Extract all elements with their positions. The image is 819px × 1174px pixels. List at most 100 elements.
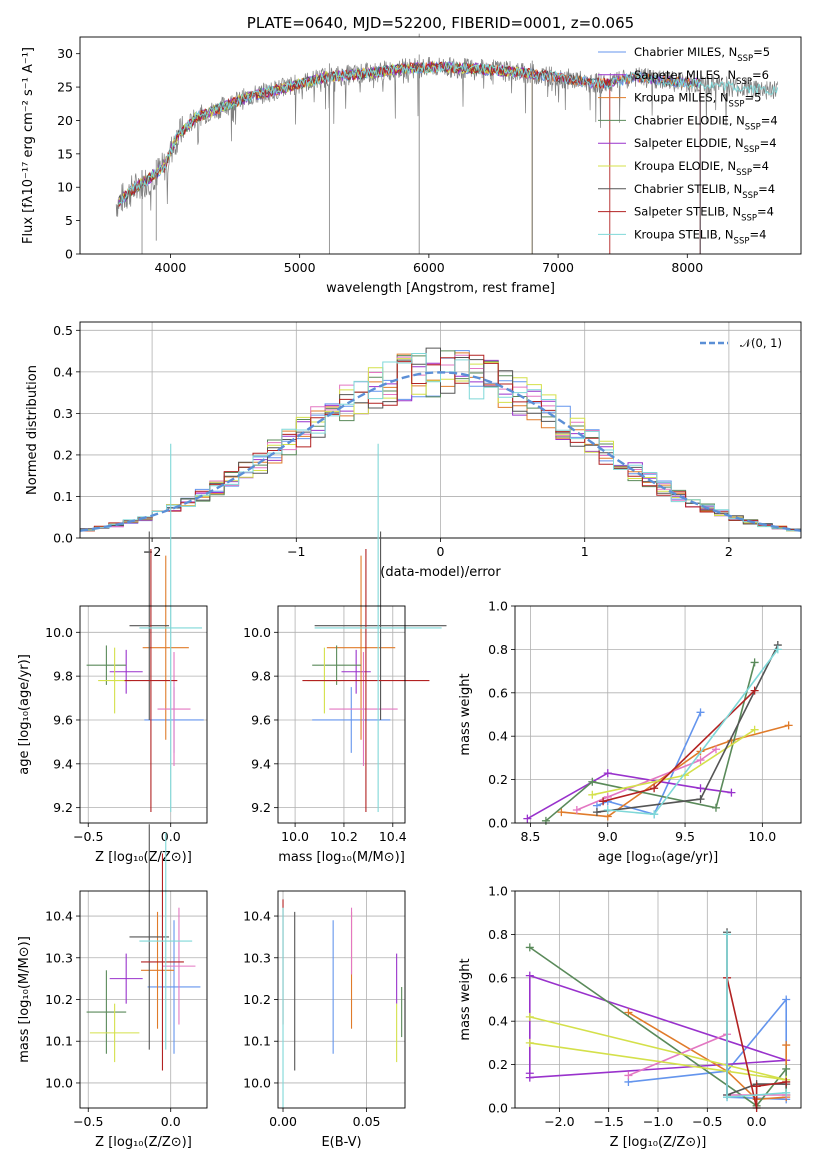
- legend-suffix-2: =5: [744, 91, 761, 105]
- x-tick-label: 5000: [284, 260, 316, 275]
- x-tick-label: 0.05: [353, 1114, 381, 1129]
- model-line-0: [118, 61, 701, 254]
- weight-marker-4: [711, 745, 720, 754]
- mass-vs-extinction-panel: 0.00 0.05 10.0 10.1 10.2 10.3 10.4 E(B-V): [243, 890, 406, 1150]
- weight-marker-6: [696, 795, 705, 804]
- legend-sub-0: SSP: [737, 54, 753, 64]
- x-tick-label: −0.5: [73, 829, 103, 844]
- x-tick-label: 4000: [155, 260, 187, 275]
- weight-marker-8: [650, 810, 659, 819]
- legend-label: 𝒩(0, 1): [740, 336, 782, 350]
- x-tick-label: −0.5: [692, 1114, 722, 1129]
- y-tick-label: 9.8: [251, 669, 271, 684]
- age-vs-mass-panel: 10.0 10.2 10.4 9.2 9.4 9.6 9.8 10.0 mass [log₁₀(…: [243, 443, 447, 865]
- y-tick-label: 0.2: [488, 772, 508, 787]
- residual-histogram-panel: −2 −1 0 1 2 0.0 0.1 0.2 0.3 0.4 0.5 (data-model)/er…: [25, 321, 802, 580]
- axes-frame: [514, 605, 802, 824]
- y-tick-label: 0.4: [488, 729, 508, 744]
- y-tick-label: 10.3: [243, 950, 271, 965]
- y-tick-label: 9.8: [53, 669, 73, 684]
- weight-marker-1: [727, 788, 736, 797]
- y-tick-label: 0.2: [53, 447, 73, 462]
- y-tick-label: 0.6: [488, 685, 508, 700]
- weight-marker-2: [557, 808, 566, 817]
- legend-suffix-6: =4: [758, 182, 775, 196]
- x-axis-label: Z [log₁₀(Z/Z⊙)]: [95, 1135, 192, 1150]
- y-tick-label: 0.0: [53, 531, 73, 546]
- weight-marker-1: [603, 769, 612, 778]
- y-tick-label: 0.2: [488, 1057, 508, 1072]
- y-axis-label: age [log₁₀(age/yr)]: [17, 654, 32, 775]
- legend-sub-5: SSP: [736, 168, 752, 178]
- weight-marker-7: [752, 1082, 761, 1091]
- y-tick-label: 10.0: [45, 1075, 73, 1090]
- weight-marker-7: [650, 784, 659, 793]
- y-tick-label: 0.8: [488, 927, 508, 942]
- x-tick-label: 8000: [671, 260, 703, 275]
- y-tick-label: 30: [57, 46, 73, 61]
- y-tick-label: 0.0: [488, 816, 508, 831]
- weight-marker-7: [750, 686, 759, 695]
- legend-suffix-7: =4: [757, 205, 774, 219]
- weight-marker-6: [592, 808, 601, 817]
- x-tick-label: 2: [725, 544, 733, 559]
- weight-marker-3: [711, 803, 720, 812]
- y-tick-label: 10.1: [45, 1034, 73, 1049]
- y-tick-label: 0.5: [53, 323, 73, 338]
- weight-line-6: [596, 644, 779, 813]
- weight-marker-8: [723, 1093, 732, 1102]
- legend-sub-3: SSP: [745, 122, 761, 132]
- legend-suffix-1: =6: [752, 68, 769, 82]
- weight-marker-8: [782, 1088, 791, 1097]
- weight-marker-1: [525, 971, 534, 980]
- legend-suffix-3: =4: [761, 113, 778, 127]
- legend-suffix-8: =4: [749, 227, 766, 241]
- weight-line-7: [726, 977, 787, 1109]
- y-tick-label: 10.0: [45, 625, 73, 640]
- weight-marker-8: [603, 805, 612, 814]
- weight-marker-3: [588, 777, 597, 786]
- weight-marker-1: [525, 1069, 534, 1078]
- weight-marker-8: [773, 645, 782, 654]
- x-tick-label: 10.4: [379, 829, 407, 844]
- weight-line-3: [545, 662, 756, 822]
- x-tick-label: −1.0: [643, 1114, 673, 1129]
- y-axis-label: Flux [fλ10⁻¹⁷ erg cm⁻² s⁻¹ A⁻¹]: [21, 47, 36, 244]
- y-tick-label: 0.3: [53, 406, 73, 421]
- model-line-6: [118, 62, 701, 254]
- x-tick-label: 9.5: [675, 829, 695, 844]
- mass-weight-vs-metallicity-panel: −2.0 −1.5 −1.0 −0.5 0.0 0.0 0.2 0.4 0.6 0.8 1.0 Z […: [458, 884, 802, 1150]
- weight-marker-5: [588, 790, 597, 799]
- y-tick-label: 10.4: [45, 909, 73, 924]
- chart-title: PLATE=0640, MJD=52200, FIBERID=0001, z=0…: [247, 14, 634, 32]
- weight-marker-5: [525, 1038, 534, 1047]
- x-tick-label: −1.5: [594, 1114, 624, 1129]
- weight-marker-3: [525, 943, 534, 952]
- weight-marker-4: [696, 756, 705, 765]
- y-tick-label: 9.2: [53, 800, 73, 815]
- axes-frame: [514, 890, 802, 1109]
- legend-sub-6: SSP: [742, 191, 758, 201]
- x-axis-label: age [log₁₀(age/yr)]: [598, 850, 719, 865]
- legend-sub-1: SSP: [736, 77, 752, 87]
- mass-weight-vs-age-panel: 8.5 9.0 9.5 10.0 0.0 0.2 0.4 0.6 0.8 1.0 age [log₁…: [458, 599, 802, 865]
- x-tick-label: 7000: [542, 260, 574, 275]
- x-axis-label: (data-model)/error: [380, 565, 501, 580]
- legend-label-7: Salpeter STELIB, NSSP=4: [634, 205, 774, 224]
- weight-marker-7: [599, 797, 608, 806]
- weight-marker-4: [572, 805, 581, 814]
- y-tick-label: 0.8: [488, 642, 508, 657]
- y-tick-label: 10.2: [45, 992, 73, 1007]
- legend-sub-7: SSP: [741, 214, 757, 224]
- x-tick-label: −0.5: [73, 1114, 103, 1129]
- y-axis-label: mass weight: [458, 673, 473, 755]
- weight-line-1: [529, 974, 787, 1079]
- normal-reference-curve: [79, 371, 802, 532]
- y-tick-label: 10.0: [243, 625, 271, 640]
- x-tick-label: −2: [143, 544, 161, 559]
- axes-frame: [79, 890, 208, 1109]
- y-tick-label: 0.4: [488, 1014, 508, 1029]
- x-axis-label: wavelength [Angstrom, rest frame]: [326, 281, 555, 296]
- x-tick-label: 0.00: [269, 1114, 297, 1129]
